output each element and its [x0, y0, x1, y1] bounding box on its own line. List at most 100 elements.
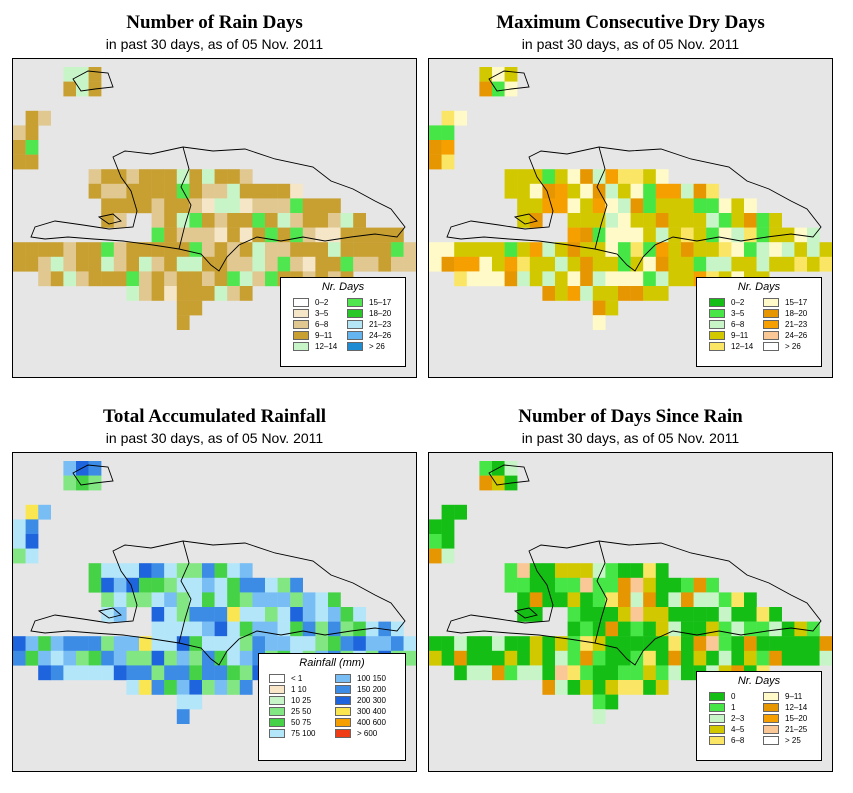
grid-cell [567, 650, 581, 666]
grid-cell [492, 636, 505, 651]
grid-cell [328, 607, 341, 622]
legend-swatch [293, 331, 309, 340]
grid-cell [76, 475, 89, 491]
grid-cell [819, 636, 832, 651]
grid-cell [769, 256, 782, 272]
grid-cell [126, 650, 140, 666]
grid-cell [252, 271, 266, 287]
coastline-outline [97, 213, 122, 225]
grid-cell [618, 242, 631, 257]
grid-cell [227, 213, 240, 228]
coastline-outline [513, 213, 538, 225]
legend-swatch [269, 729, 285, 738]
grid-cell [328, 636, 341, 651]
grid-cell [655, 183, 669, 199]
grid-cell [50, 242, 64, 257]
grid-cell [101, 213, 114, 228]
grid-cell [290, 621, 303, 637]
grid-cell [189, 665, 203, 681]
grid-cell [668, 607, 682, 622]
grid-cell [214, 680, 228, 695]
grid-cell [214, 169, 228, 184]
grid-cell [643, 665, 656, 681]
grid-cell [668, 650, 682, 666]
grid-cell [555, 636, 568, 651]
grid-cell [378, 242, 392, 257]
grid-cell [529, 183, 543, 199]
grid-cell [139, 577, 152, 593]
grid-cell [643, 183, 656, 199]
grid-cell [580, 183, 593, 199]
grid-cell [567, 183, 581, 199]
grid-cell [693, 592, 707, 608]
grid-cell [88, 183, 102, 199]
grid-cell [517, 577, 530, 593]
grid-cell [718, 592, 732, 608]
grid-cell [176, 650, 190, 666]
grid-cell [592, 300, 606, 316]
grid-cell [769, 621, 782, 637]
grid-cell [605, 636, 619, 651]
grid-cell [618, 665, 631, 681]
grid-cell [252, 198, 266, 214]
grid-cell [214, 227, 228, 243]
legend-swatch [763, 692, 779, 701]
legend-swatch [709, 714, 725, 723]
grid-cell [819, 242, 832, 257]
grid-cell [38, 271, 51, 287]
panel-subtitle: in past 30 days, as of 05 Nov. 2011 [521, 36, 740, 52]
coastline-outline [30, 146, 406, 272]
grid-cell [529, 271, 543, 287]
grid-cell [630, 213, 644, 228]
grid-cell [126, 242, 140, 257]
grid-cell [38, 636, 51, 651]
grid-cell [781, 227, 795, 243]
grid-cell [25, 125, 39, 141]
grid-cell [189, 577, 203, 593]
grid-cell [50, 636, 64, 651]
grid-cell [681, 242, 694, 257]
grid-cell [466, 665, 480, 681]
grid-cell [807, 636, 820, 651]
grid-cell [592, 271, 606, 287]
grid-cell [580, 607, 593, 622]
grid-cell [643, 650, 656, 666]
grid-cell [277, 183, 291, 199]
grid-cell [567, 271, 581, 287]
legend-swatch [347, 298, 363, 307]
grid-cell [630, 286, 644, 301]
grid-cell [592, 592, 606, 608]
panel-title: Maximum Consecutive Dry Days [496, 12, 765, 33]
grid-cell [214, 271, 228, 287]
grid-cell [781, 636, 795, 651]
grid-cell [176, 169, 190, 184]
grid-cell [769, 607, 782, 622]
grid-cell [38, 110, 51, 126]
grid-cell [88, 563, 102, 578]
grid-cell [731, 198, 745, 214]
map-days-since-rain: Nr. Days 0 1 2–3 4–5 6–8 9–11 12–14 15–2… [428, 452, 833, 772]
grid-cell [202, 636, 215, 651]
grid-cell [315, 256, 329, 272]
legend-swatch [269, 674, 285, 683]
grid-cell [227, 650, 240, 666]
grid-cell [25, 650, 39, 666]
grid-cell [189, 286, 203, 301]
grid-cell [164, 198, 177, 214]
grid-cell [441, 504, 455, 520]
grid-cell [555, 650, 568, 666]
grid-cell [441, 256, 455, 272]
grid-cell [239, 650, 253, 666]
grid-cell [655, 286, 669, 301]
grid-cell [630, 563, 644, 578]
grid-cell [567, 213, 581, 228]
grid-cell [429, 519, 442, 535]
grid-cell [517, 256, 530, 272]
grid-cell [176, 621, 190, 637]
legend-days-since-rain: Nr. Days 0 1 2–3 4–5 6–8 9–11 12–14 15–2… [696, 671, 822, 761]
grid-cell [113, 665, 127, 681]
grid-cell [454, 256, 467, 272]
grid-cell [567, 680, 581, 695]
grid-cell [580, 563, 593, 578]
grid-cell [101, 242, 114, 257]
